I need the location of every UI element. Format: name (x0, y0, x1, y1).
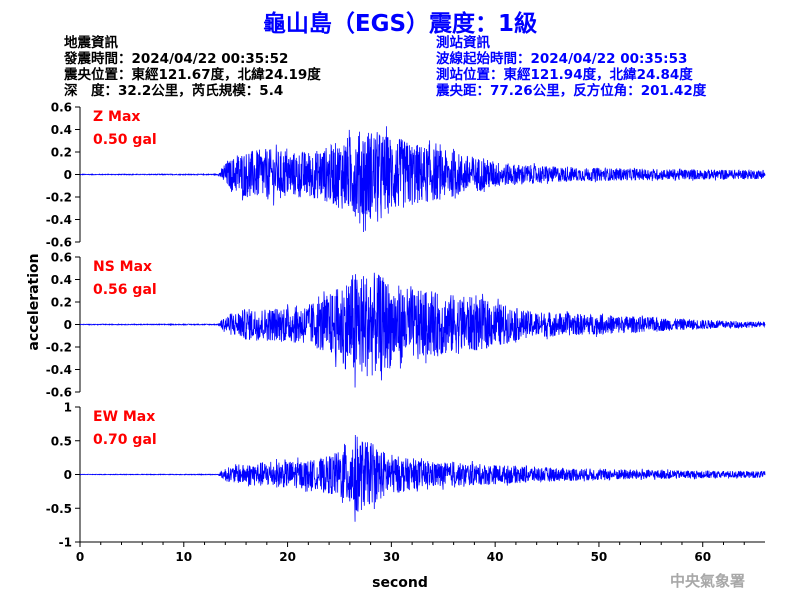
y-tick-label: 0 (64, 468, 72, 482)
y-tick-label: 0 (64, 318, 72, 332)
y-tick-label: 0 (64, 168, 72, 182)
x-tick-label: 40 (487, 550, 504, 564)
panel-z: 0.6 0.4 0.2 0 -0.2 -0.4 -0.6 Z Max 0.50 gal (46, 101, 766, 250)
y-tick-label: 0.6 (51, 251, 72, 265)
y-tick-label: 0.2 (51, 146, 72, 160)
panel-ew: 1 0.5 0 -0.5 -1 EW Max 0.70 gal (46, 401, 766, 550)
trace-z (79, 126, 766, 232)
max-label: EW Max (93, 409, 155, 425)
x-tick-label: 0 (76, 550, 84, 564)
y-tick-label: 1 (64, 401, 72, 415)
distance-azimuth: 震央距：77.26公里，反方位角：201.42度 (436, 83, 707, 99)
y-tick-label: -0.4 (46, 363, 72, 377)
trace-ns (79, 272, 766, 388)
quake-info-heading: 地震資訊 (64, 35, 118, 51)
max-value: 0.50 gal (93, 132, 157, 148)
x-tick-label: 30 (383, 550, 400, 564)
quake-info-block: 地震資訊 發震時間：2024/04/22 00:35:52 震央位置：東經121… (64, 35, 321, 99)
y-tick-label: 0.4 (51, 123, 72, 137)
wave-start-time: 波線起始時間：2024/04/22 00:35:53 (436, 51, 688, 67)
station-info-block: 測站資訊 波線起始時間：2024/04/22 00:35:53 測站位置：東經1… (436, 35, 706, 99)
max-value: 0.56 gal (93, 282, 157, 298)
x-tick-label: 20 (279, 550, 296, 564)
x-axis-label: second (372, 575, 428, 591)
y-tick-label: 0.5 (51, 434, 72, 448)
y-tick-label: -0.6 (46, 386, 72, 400)
y-tick-label: -0.6 (46, 236, 72, 250)
y-axis-label: acceleration (26, 253, 42, 350)
max-value: 0.70 gal (93, 432, 157, 448)
y-tick-label: -1 (59, 536, 72, 550)
max-label: Z Max (93, 109, 140, 125)
x-tick-label: 50 (591, 550, 608, 564)
x-tick-label: 10 (175, 550, 192, 564)
y-tick-label: 0.6 (51, 101, 72, 115)
panel-ns: 0.6 0.4 0.2 0 -0.2 -0.4 -0.6 NS Max 0.56 gal (46, 251, 766, 400)
x-tick-label: 60 (694, 550, 711, 564)
y-tick-label: 0.4 (51, 273, 72, 287)
y-tick-label: -0.2 (46, 191, 72, 205)
page-title: 龜山島（EGS）震度：1級 (262, 11, 538, 37)
watermark: 中央氣象署 (670, 572, 745, 590)
y-tick-label: -0.2 (46, 341, 72, 355)
station-info-heading: 測站資訊 (436, 35, 490, 51)
station-location: 測站位置：東經121.94度，北緯24.84度 (436, 67, 693, 83)
trace-ew (79, 435, 766, 522)
y-tick-label: -0.5 (46, 502, 72, 516)
origin-time: 發震時間：2024/04/22 00:35:52 (64, 51, 289, 67)
epicenter-location: 震央位置：東經121.67度，北緯24.19度 (64, 67, 321, 83)
max-label: NS Max (93, 259, 152, 275)
depth-magnitude: 深 度：32.2公里，芮氏規模：5.4 (64, 83, 284, 99)
y-tick-label: -0.4 (46, 213, 72, 227)
y-tick-label: 0.2 (51, 296, 72, 310)
